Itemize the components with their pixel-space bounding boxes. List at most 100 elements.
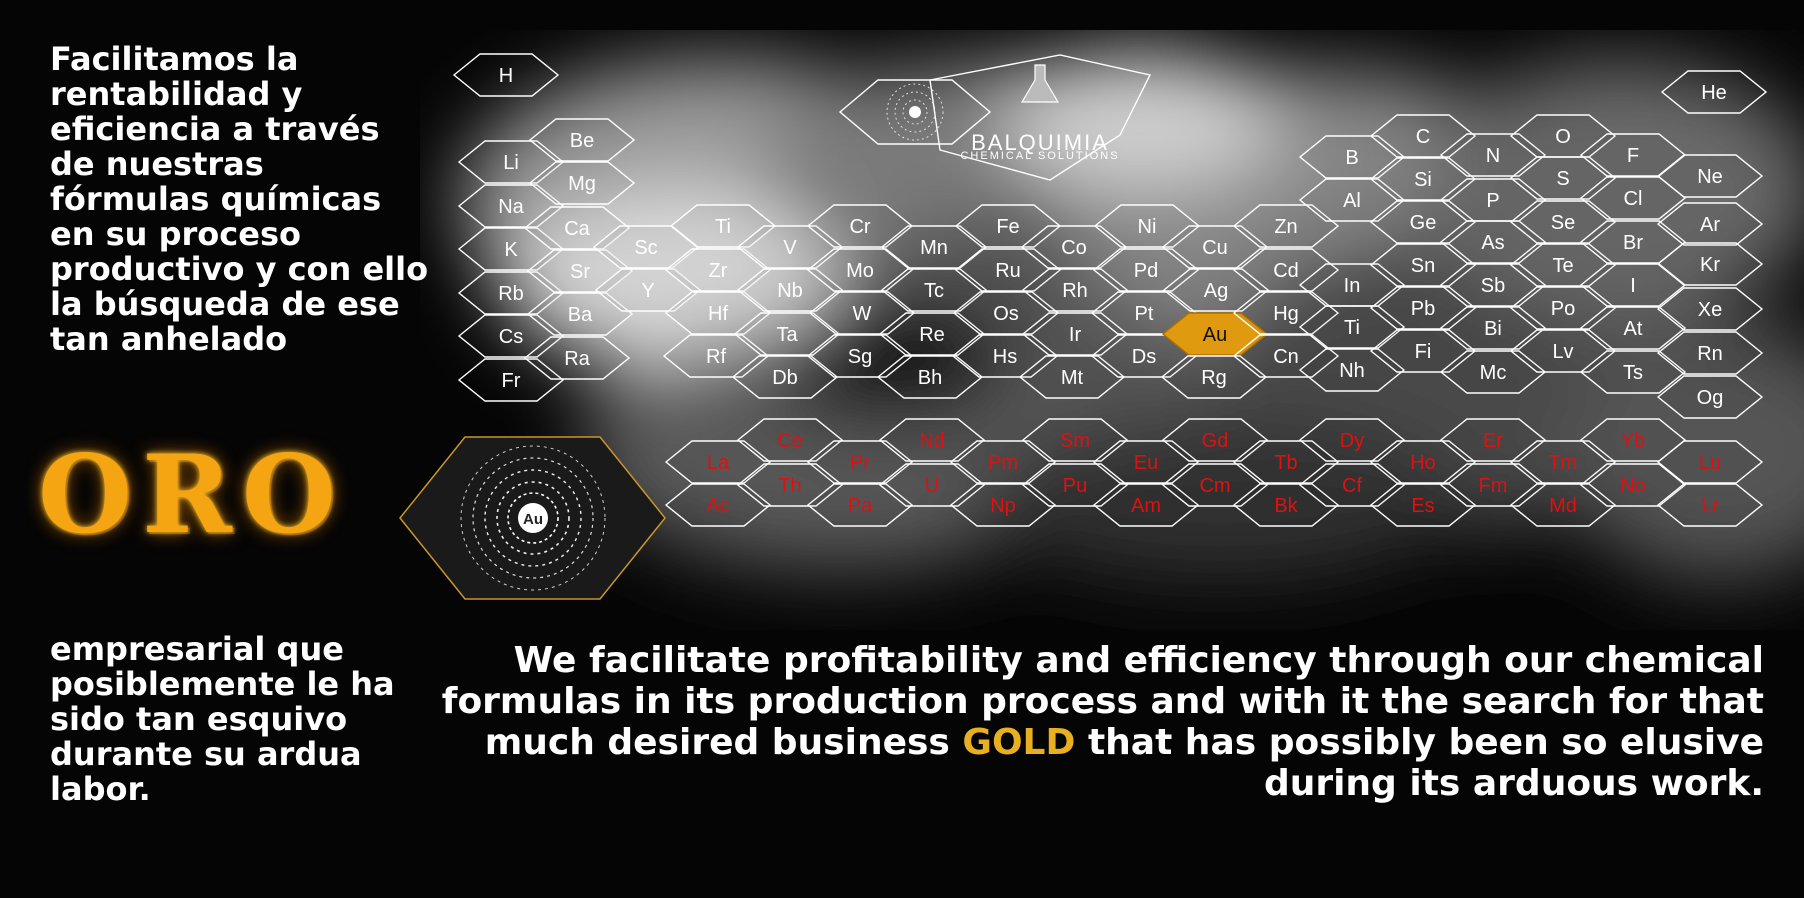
element-symbol: Mg — [568, 173, 596, 195]
element-main-cn: Cn — [1232, 334, 1340, 378]
element-symbol: Na — [498, 196, 524, 218]
atom-symbol: Au — [523, 511, 543, 528]
element-main-na: Na — [457, 184, 565, 228]
element-symbol: Cm — [1199, 475, 1230, 497]
element-lanthanide-sm: Sm — [1021, 418, 1129, 462]
element-symbol: Pd — [1134, 260, 1158, 282]
element-symbol: Es — [1411, 495, 1434, 517]
element-lanthanide-ho: Ho — [1369, 440, 1477, 484]
element-lanthanide-dy: Dy — [1298, 418, 1406, 462]
element-actinide-pu: Pu — [1021, 463, 1129, 507]
element-symbol: Hs — [993, 346, 1017, 368]
element-symbol: In — [1344, 275, 1361, 297]
element-symbol: Lv — [1552, 341, 1573, 363]
element-symbol: Sn — [1411, 255, 1435, 277]
element-symbol: Bi — [1484, 318, 1502, 340]
element-symbol: Np — [990, 495, 1016, 517]
element-symbol: Ra — [564, 348, 590, 370]
element-main-zn: Zn — [1232, 204, 1340, 248]
element-main-sb: Sb — [1439, 263, 1547, 307]
element-main-al: Al — [1298, 178, 1406, 222]
element-main-xe: Xe — [1656, 287, 1764, 331]
element-symbol: Pu — [1063, 475, 1087, 497]
element-symbol: Hg — [1273, 303, 1299, 325]
element-symbol: La — [707, 452, 730, 474]
element-symbol: Pb — [1411, 298, 1435, 320]
element-symbol: Dy — [1340, 430, 1364, 452]
element-main-rb: Rb — [457, 271, 565, 315]
element-symbol: Ds — [1132, 346, 1156, 368]
element-symbol: He — [1701, 82, 1727, 104]
element-symbol: Si — [1414, 169, 1432, 191]
element-main-ni: Ni — [1093, 204, 1201, 248]
element-lanthanide-la: La — [664, 440, 772, 484]
element-symbol: Ru — [995, 260, 1021, 282]
element-symbol: B — [1345, 147, 1358, 169]
element-symbol: Th — [778, 475, 801, 497]
element-symbol: Mn — [920, 237, 948, 259]
element-main-fi: Fi — [1369, 329, 1477, 373]
oro-title: ORO — [38, 432, 346, 558]
element-symbol: Ta — [776, 324, 798, 346]
element-symbol: Pr — [850, 452, 870, 474]
element-symbol: Mc — [1480, 362, 1507, 384]
element-symbol: Ne — [1697, 166, 1723, 188]
element-main-rh: Rh — [1021, 268, 1129, 312]
element-main-hg: Hg — [1232, 291, 1340, 335]
element-symbol: Re — [919, 324, 945, 346]
element-main-sn: Sn — [1369, 243, 1477, 287]
element-main-co: Co — [1020, 225, 1128, 269]
element-symbol: Nb — [777, 280, 803, 302]
element-symbol: Tm — [1549, 452, 1578, 474]
element-main-y: Y — [594, 268, 702, 312]
element-symbol: Mt — [1061, 367, 1084, 389]
element-actinide-cf: Cf — [1298, 463, 1406, 507]
element-symbol: Al — [1343, 190, 1361, 212]
element-symbol: Sb — [1481, 275, 1505, 297]
element-main-bi: Bi — [1439, 306, 1547, 350]
element-symbol: Sm — [1060, 430, 1090, 452]
flask-icon — [1020, 64, 1060, 103]
element-symbol: O — [1555, 126, 1571, 148]
element-main-pb: Pb — [1369, 286, 1477, 330]
element-symbol: Nd — [919, 430, 945, 452]
element-lanthanide-tb: Tb — [1232, 440, 1340, 484]
element-symbol: F — [1627, 145, 1639, 167]
element-symbol: Cr — [849, 216, 870, 238]
element-symbol: No — [1620, 475, 1646, 497]
element-main-ge: Ge — [1369, 200, 1477, 244]
element-symbol: Ho — [1410, 452, 1436, 474]
element-main-zr: Zr — [664, 248, 772, 292]
element-lanthanide-yb: Yb — [1579, 418, 1687, 462]
element-symbol: Db — [772, 367, 798, 389]
element-main-in: In — [1298, 263, 1406, 307]
element-symbol: Er — [1483, 430, 1503, 452]
element-symbol: Ts — [1623, 362, 1643, 384]
element-main-be: Be — [528, 118, 636, 162]
balquimia-logo: BALQUIMIA CHEMICAL SOLUTIONS — [838, 54, 1152, 181]
element-symbol: Fi — [1415, 341, 1432, 363]
element-main-lv: Lv — [1509, 329, 1617, 373]
element-symbol: Bh — [918, 367, 942, 389]
element-symbol: Au — [1203, 324, 1227, 346]
english-paragraph: We facilitate profitability and efficien… — [434, 640, 1764, 804]
element-symbol: Rn — [1697, 343, 1723, 365]
element-symbol: At — [1624, 318, 1643, 340]
element-symbol: Ni — [1138, 216, 1157, 238]
element-main-rn: Rn — [1656, 331, 1764, 375]
element-symbol: I — [1630, 275, 1636, 297]
element-main-he: He — [1660, 70, 1768, 114]
element-symbol: Mo — [846, 260, 874, 282]
element-main-db: Db — [731, 355, 839, 399]
logo-tagline: CHEMICAL SOLUTIONS — [960, 150, 1119, 162]
element-main-fr: Fr — [457, 358, 565, 402]
element-lanthanide-gd: Gd — [1161, 418, 1269, 462]
element-main-pd: Pd — [1092, 248, 1200, 292]
element-actinide-cm: Cm — [1161, 463, 1269, 507]
element-main-n: N — [1439, 133, 1547, 177]
element-symbol: Li — [503, 152, 519, 174]
element-actinide-np: Np — [949, 483, 1057, 527]
element-symbol: W — [853, 303, 872, 325]
